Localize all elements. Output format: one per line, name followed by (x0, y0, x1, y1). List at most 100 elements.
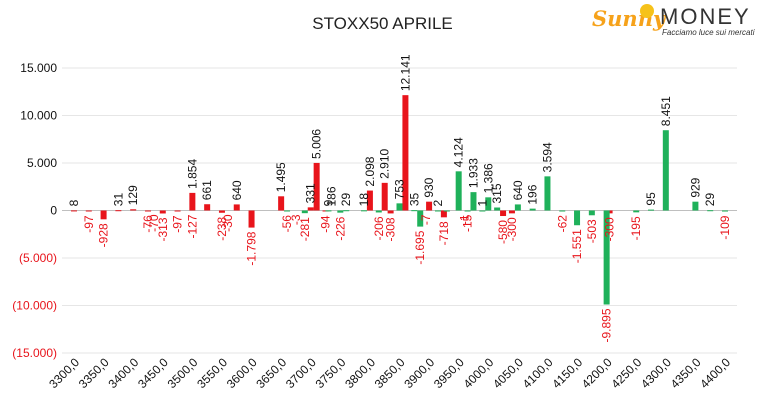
bar (307, 207, 314, 211)
bar (100, 210, 107, 220)
data-label: 930 (422, 177, 436, 197)
bar (248, 210, 255, 228)
bar (417, 210, 424, 227)
bar (485, 197, 492, 211)
data-label: -76 (141, 215, 155, 233)
data-label: 29 (339, 193, 353, 207)
bar (325, 210, 332, 212)
x-tick-label: 4150,0 (549, 355, 585, 391)
data-label: -70 (147, 214, 161, 232)
bar (455, 171, 462, 211)
bar (707, 210, 714, 212)
data-label: 12.141 (398, 54, 412, 91)
x-tick-label: 3850,0 (372, 355, 408, 391)
data-label: 4.124 (452, 137, 466, 167)
x-tick-label: 4250,0 (608, 355, 644, 391)
bar (366, 190, 373, 211)
bar (233, 204, 240, 211)
bar (514, 204, 521, 211)
data-label: 331 (304, 183, 318, 203)
x-tick-label: 3750,0 (313, 355, 349, 391)
x-tick-label: 3500,0 (165, 355, 201, 391)
bar (588, 210, 595, 216)
data-label: 8 (67, 199, 81, 206)
data-label: -580 (496, 220, 510, 244)
data-label: -1 (458, 214, 472, 225)
data-label: 1.854 (185, 159, 199, 189)
data-label: 640 (511, 180, 525, 200)
bar (284, 210, 291, 212)
bar (396, 203, 403, 211)
bar (633, 210, 640, 213)
bar (508, 210, 515, 214)
bar (159, 210, 166, 214)
sunny-money-logo: Sunny MONEY Facciamo luce sui mercati (588, 2, 760, 42)
bar (375, 210, 382, 213)
data-label: 2.910 (378, 148, 392, 178)
data-label: 9 (321, 199, 335, 206)
bar (722, 210, 728, 212)
logo-tagline: Facciamo luce sui mercati (662, 28, 755, 37)
data-label: 1.386 (481, 163, 495, 193)
bar (662, 130, 669, 211)
data-label: -308 (384, 217, 398, 241)
data-label: 95 (644, 192, 658, 206)
data-label: -97 (82, 215, 96, 233)
x-tick-label: 4300,0 (638, 355, 674, 391)
y-tick-label: 5.000 (27, 156, 57, 170)
bar (440, 210, 447, 218)
data-label: -503 (585, 219, 599, 243)
bar (130, 209, 137, 211)
data-label: 18 (357, 193, 371, 207)
bar (574, 210, 581, 226)
data-label: 1.495 (274, 162, 288, 192)
bar (381, 182, 388, 211)
bar (278, 196, 285, 211)
bar (470, 192, 477, 211)
data-label: -206 (372, 216, 386, 240)
data-label: 31 (111, 193, 125, 207)
data-label: 196 (526, 184, 540, 204)
bar (411, 210, 418, 212)
bar (648, 209, 655, 211)
data-label: -30 (221, 214, 235, 232)
x-tick-label: 3700,0 (283, 355, 319, 391)
data-label: 3.594 (540, 142, 554, 172)
data-label: 2 (431, 199, 445, 206)
bar (692, 201, 699, 211)
bar (443, 210, 450, 212)
bar (426, 201, 433, 211)
x-tick-label: 3300,0 (46, 355, 82, 391)
bar (402, 95, 409, 211)
data-label: -127 (185, 214, 199, 238)
y-tick-label: 0 (50, 204, 57, 218)
data-label: -7 (419, 214, 433, 225)
data-label: -195 (629, 216, 643, 240)
bar (479, 210, 486, 212)
x-tick-label: 4000,0 (461, 355, 497, 391)
bar (174, 210, 181, 212)
data-label: 315 (490, 183, 504, 203)
data-label: -1.551 (570, 229, 584, 263)
data-label: -3 (289, 214, 303, 225)
data-label: 8.451 (659, 96, 673, 126)
x-tick-label: 3650,0 (253, 355, 289, 391)
bar (313, 162, 320, 211)
x-tick-label: 4350,0 (668, 355, 704, 391)
data-label: 1 (475, 200, 489, 207)
data-label: 640 (230, 180, 244, 200)
data-label: -15 (461, 214, 475, 232)
bar (434, 210, 441, 212)
data-label: -94 (319, 215, 333, 233)
data-label: -1.695 (413, 230, 427, 264)
bar (218, 210, 225, 213)
data-label: -97 (171, 215, 185, 233)
bar (85, 210, 92, 212)
bar (494, 207, 501, 211)
data-label: -718 (437, 221, 451, 245)
data-label: -300 (603, 217, 617, 241)
data-label: 2.098 (363, 156, 377, 186)
y-tick-label: (15.000) (12, 346, 57, 360)
